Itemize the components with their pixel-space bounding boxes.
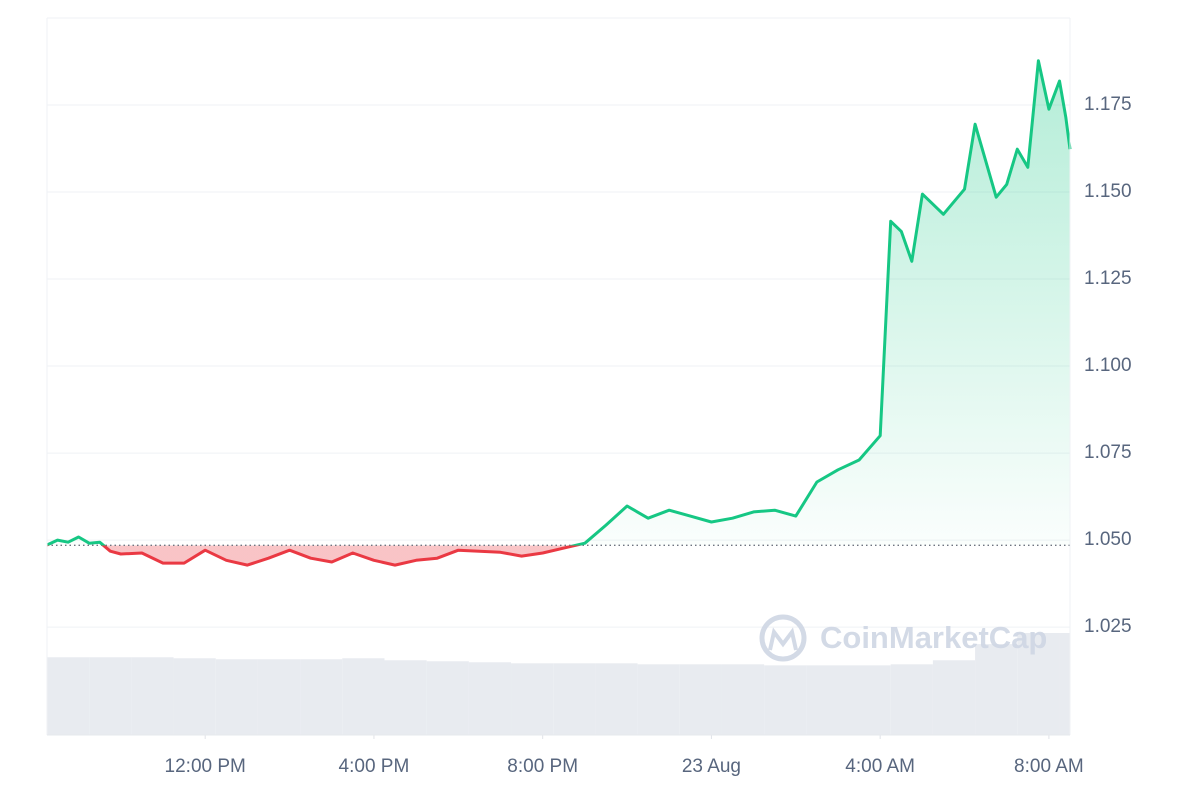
volume-bar [637,664,680,735]
x-tick-label: 8:00 PM [507,756,578,777]
watermark-text: CoinMarketCap [820,620,1047,655]
watermark: CoinMarketCap [759,614,1047,662]
y-tick-label: 1.050 [1084,529,1132,550]
y-tick-label: 1.175 [1084,94,1132,115]
price-line [46,59,1072,567]
volume-bar [384,660,427,735]
volume-bar [1017,633,1060,735]
volume-bar [975,644,1018,735]
axes-layer: 1.025 1.050 1.075 1.100 1.125 1.150 1.175 12:00… [46,17,1132,777]
x-tick-label: 4:00 AM [845,756,915,777]
volume-bar [595,663,638,735]
volume-bar [131,657,174,735]
volume-bar [89,657,132,735]
volume-bar [932,660,976,735]
y-tick-label: 1.125 [1084,268,1132,289]
volume-bar [806,665,849,735]
y-tick-label: 1.100 [1084,355,1132,376]
volume-bar [215,659,258,735]
volume-bar [468,662,512,735]
volume-bar [511,663,554,735]
plot-layer [46,59,1072,567]
watermark-logo-mark [768,627,798,651]
y-tick-label: 1.150 [1084,181,1132,202]
volume-bar [679,664,722,735]
x-tick-label: 23 Aug [682,756,741,777]
volume-bar [300,659,343,735]
x-tick-label: 4:00 PM [339,756,410,777]
y-tick-label: 1.075 [1084,442,1132,463]
volume-bar [848,665,891,735]
volume-bar [342,658,385,735]
volume-bar [1059,633,1070,735]
volume-bar [47,657,90,735]
x-tick-label: 12:00 PM [165,756,246,777]
volume-bar [173,658,216,735]
price-area [47,60,1070,566]
x-tick-label: 8:00 AM [1014,756,1084,777]
volume-bar [890,664,933,735]
volume-bar [721,664,765,735]
volume-bar [426,661,469,735]
volume-bar [764,665,807,735]
watermark-logo [759,614,807,662]
volume-bar [257,659,301,735]
volume-bar [553,663,596,735]
volume-layer [47,633,1070,735]
y-tick-label: 1.025 [1084,616,1132,637]
